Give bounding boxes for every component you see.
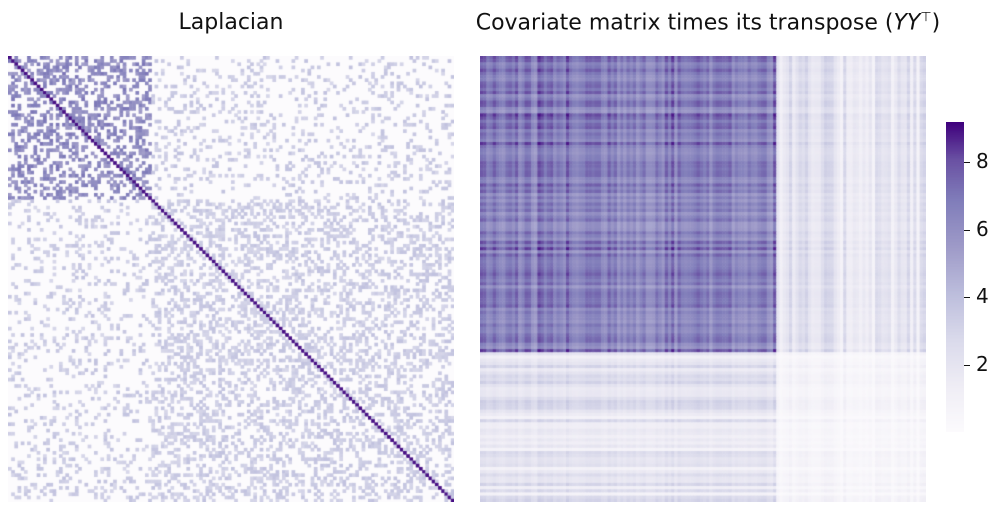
colorbar-tick-label: 8 (976, 149, 989, 174)
laplacian-title-text: Laplacian (178, 10, 284, 35)
covariance-title-math: YY (893, 10, 921, 36)
covariance-title-transpose: ⊤ (920, 10, 932, 25)
colorbar-tick-label: 4 (976, 284, 989, 309)
colorbar-tick-mark (964, 297, 970, 299)
colorbar-tick-label: 2 (976, 351, 989, 376)
colorbar-tick-mark (964, 364, 970, 366)
laplacian-title: Laplacian (8, 10, 454, 35)
colorbar-tick-label: 6 (976, 216, 989, 241)
laplacian-heatmap (8, 56, 454, 502)
colorbar (946, 122, 964, 432)
covariance-title-text: Covariate matrix times its transpose ( (475, 10, 894, 36)
covariance-heatmap (480, 56, 926, 502)
colorbar-tick-mark (964, 162, 970, 164)
covariance-title-end: ) (931, 10, 941, 36)
covariance-title: Covariate matrix times its transpose (YY… (428, 10, 988, 35)
colorbar-tick-mark (964, 229, 970, 231)
